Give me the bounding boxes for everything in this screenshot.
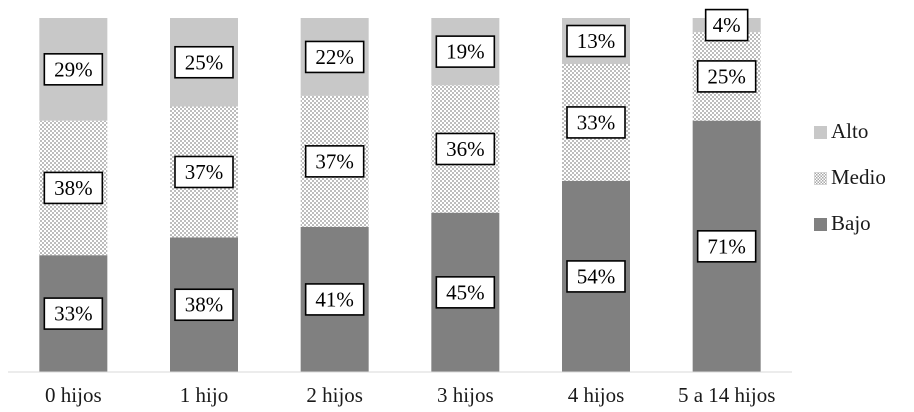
legend-swatch-alto — [814, 126, 827, 139]
legend-item-bajo: Bajo — [814, 211, 871, 235]
data-label-box — [43, 297, 104, 330]
x-tick-label-5: 4 hijos — [568, 383, 625, 407]
x-tick-label-3: 2 hijos — [306, 383, 363, 407]
data-label-medio-2: 37% — [174, 155, 234, 189]
legend-swatch-medio — [814, 172, 827, 185]
data-label-box — [435, 276, 496, 309]
data-label-box — [566, 24, 626, 58]
data-label-box — [43, 53, 104, 86]
data-label-text: 37% — [315, 149, 354, 173]
data-label-alto-1: 29% — [43, 53, 104, 86]
data-label-text: 25% — [185, 50, 224, 74]
data-label-text: 33% — [54, 302, 93, 326]
x-tick-label-2: 1 hijo — [180, 383, 228, 407]
data-label-text: 13% — [577, 29, 616, 53]
data-label-bajo-2: 38% — [174, 288, 234, 322]
data-label-text: 29% — [54, 57, 93, 81]
data-label-box — [174, 288, 234, 322]
data-label-box — [174, 45, 234, 79]
data-label-text: 37% — [185, 160, 224, 184]
data-label-alto-6: 4% — [704, 8, 749, 42]
legend-label-alto: Alto — [831, 119, 868, 143]
plot-area: 33% 38% 29% 38% 37% 25% 41% 37% 22% 45% 36% 19% 54% 3… — [39, 8, 761, 372]
data-label-box — [304, 40, 365, 74]
data-label-medio-6: 25% — [696, 60, 757, 93]
legend-label-bajo: Bajo — [831, 211, 871, 235]
data-label-box — [304, 145, 365, 178]
x-axis-tick-labels: 0 hijos 1 hijo 2 hijos 3 hijos 4 hijos 5 a 14… — [45, 383, 775, 407]
data-label-text: 38% — [54, 176, 93, 200]
legend-label-medio: Medio — [831, 165, 886, 189]
data-label-medio-1: 38% — [43, 171, 104, 205]
data-label-text: 33% — [577, 110, 616, 134]
data-label-text: 19% — [446, 40, 485, 64]
data-label-text: 71% — [707, 234, 746, 258]
data-label-alto-4: 19% — [435, 35, 496, 68]
data-label-text: 45% — [446, 280, 485, 304]
data-label-bajo-1: 33% — [43, 297, 104, 330]
legend-item-alto: Alto — [814, 119, 868, 143]
data-label-text: 4% — [713, 13, 741, 37]
legend-item-medio: Medio — [814, 165, 886, 189]
data-label-bajo-3: 41% — [304, 283, 365, 316]
data-label-text: 38% — [185, 293, 224, 317]
data-label-box — [696, 230, 757, 263]
data-label-medio-4: 36% — [435, 132, 496, 166]
data-label-text: 41% — [315, 287, 354, 311]
data-label-box — [304, 283, 365, 316]
data-label-medio-5: 33% — [566, 106, 626, 139]
data-label-box — [566, 260, 626, 293]
data-label-box — [435, 132, 496, 166]
data-label-alto-5: 13% — [566, 24, 626, 58]
x-tick-label-4: 3 hijos — [437, 383, 494, 407]
data-label-box — [174, 155, 234, 189]
data-label-box — [696, 60, 757, 93]
legend: Alto Medio Bajo — [814, 119, 886, 235]
x-tick-label-1: 0 hijos — [45, 383, 102, 407]
data-label-text: 25% — [707, 64, 746, 88]
x-tick-label-6: 5 a 14 hijos — [678, 383, 775, 407]
data-label-alto-3: 22% — [304, 40, 365, 74]
data-label-bajo-4: 45% — [435, 276, 496, 309]
data-label-box — [435, 35, 496, 68]
data-label-text: 22% — [315, 45, 354, 69]
data-label-bajo-6: 71% — [696, 230, 757, 263]
data-label-box — [43, 171, 104, 205]
data-label-medio-3: 37% — [304, 145, 365, 178]
data-label-box — [566, 106, 626, 139]
data-label-text: 54% — [577, 264, 616, 288]
data-label-box — [704, 8, 749, 42]
data-label-text: 36% — [446, 137, 485, 161]
data-label-bajo-5: 54% — [566, 260, 626, 293]
data-label-alto-2: 25% — [174, 45, 234, 79]
legend-swatch-bajo — [814, 218, 827, 231]
